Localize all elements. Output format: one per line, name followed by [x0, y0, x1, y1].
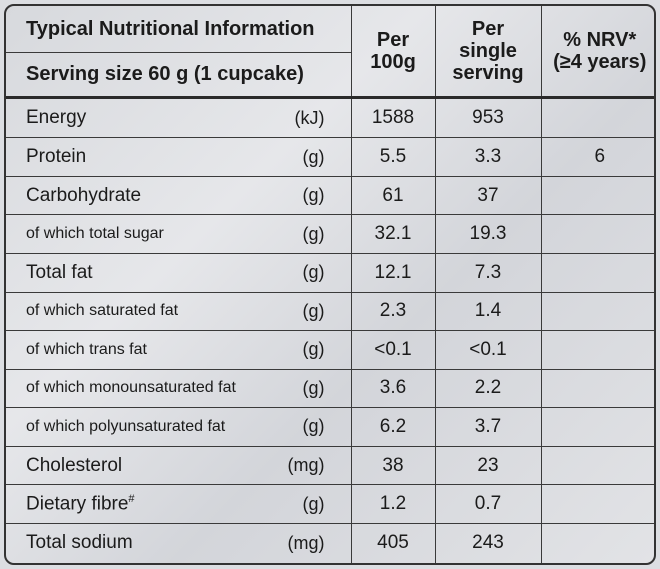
value-nrv — [540, 97, 654, 139]
nutrient-name: Total fat — [6, 253, 271, 293]
value-per-100g: 3.6 — [350, 368, 436, 409]
nutrient-unit: (g) — [271, 407, 352, 447]
table-row: of which polyunsaturated fat (g) 6.2 3.7 — [6, 407, 654, 447]
value-per-100g: 5.5 — [350, 137, 436, 177]
value-per-serving: 953 — [434, 97, 542, 139]
value-per-serving: 3.7 — [434, 407, 542, 447]
nutrient-unit: (g) — [271, 137, 352, 177]
value-per-100g: 405 — [350, 522, 436, 563]
nutrient-name: Carbohydrate — [6, 175, 271, 216]
value-per-serving: 19.3 — [434, 214, 542, 255]
value-nrv: 6 — [540, 137, 654, 177]
value-nrv — [540, 445, 654, 486]
nutrient-name: of which polyunsaturated fat — [6, 407, 271, 447]
value-nrv — [540, 291, 654, 332]
table-title: Typical Nutritional Information — [6, 6, 352, 54]
value-per-100g: 12.1 — [350, 253, 436, 293]
value-per-serving: 243 — [434, 522, 542, 563]
nutrient-unit: (mg) — [271, 445, 352, 486]
value-per-serving: 23 — [434, 445, 542, 486]
nutrient-name: Total sodium — [6, 522, 271, 563]
nutrient-name: of which saturated fat — [6, 291, 271, 332]
nutrition-table: Typical Nutritional Information Per 100g … — [6, 6, 654, 563]
value-per-100g: 6.2 — [350, 407, 436, 447]
nutrient-unit: (g) — [271, 291, 352, 332]
nutrient-name: Energy — [6, 97, 271, 139]
value-per-serving: 3.3 — [434, 137, 542, 177]
nutrient-name: of which monounsaturated fat — [6, 368, 271, 409]
table-row: Total fat (g) 12.1 7.3 — [6, 253, 654, 293]
table-row: Total sodium (mg) 405 243 — [6, 522, 654, 563]
value-per-serving: 0.7 — [434, 484, 542, 524]
footnote-mark: # — [128, 492, 135, 505]
value-per-serving: <0.1 — [434, 330, 542, 370]
value-per-serving: 7.3 — [434, 253, 542, 293]
nutrient-name: Cholesterol — [6, 445, 271, 486]
value-nrv — [540, 484, 654, 524]
value-nrv — [540, 368, 654, 409]
value-per-100g: 2.3 — [350, 291, 436, 332]
table-row: Carbohydrate (g) 61 37 — [6, 175, 654, 216]
column-header-per-100g: Per 100g — [350, 6, 436, 99]
value-nrv — [540, 214, 654, 255]
value-per-serving: 1.4 — [434, 291, 542, 332]
serving-size: Serving size 60 g (1 cupcake) — [6, 52, 351, 99]
value-per-100g: 1588 — [350, 97, 436, 139]
nutrient-unit: (mg) — [271, 522, 352, 563]
value-nrv — [540, 253, 654, 293]
table-row: of which total sugar (g) 32.1 19.3 — [6, 214, 654, 255]
nutrient-name: of which trans fat — [6, 330, 271, 370]
table-row: Dietary fibre# (g) 1.2 0.7 — [6, 484, 654, 524]
value-per-100g: 38 — [350, 445, 436, 486]
nutrient-unit: (g) — [271, 175, 352, 216]
nutrient-unit: (kJ) — [271, 97, 352, 139]
column-header-nrv: % NRV* (≥4 years) — [540, 6, 654, 99]
table-row: Cholesterol (mg) 38 23 — [6, 445, 654, 486]
value-nrv — [540, 175, 654, 216]
value-per-100g: 1.2 — [350, 484, 436, 524]
nutrient-unit: (g) — [271, 368, 352, 409]
value-nrv — [540, 522, 654, 563]
table-row: of which saturated fat (g) 2.3 1.4 — [6, 291, 654, 332]
value-per-serving: 2.2 — [434, 368, 542, 409]
nutrient-unit: (g) — [271, 484, 352, 524]
value-per-100g: <0.1 — [350, 330, 436, 370]
table-row: of which trans fat (g) <0.1 <0.1 — [6, 330, 654, 370]
value-nrv — [540, 330, 654, 370]
value-per-serving: 37 — [434, 175, 542, 216]
value-per-100g: 61 — [350, 175, 436, 216]
nutrient-name: Dietary fibre# — [6, 484, 271, 524]
nutrient-name: of which total sugar — [6, 214, 271, 255]
column-header-per-serving: Per single serving — [434, 6, 542, 99]
table-row: Protein (g) 5.5 3.3 6 — [6, 137, 654, 177]
value-per-100g: 32.1 — [350, 214, 436, 255]
nutrient-unit: (g) — [271, 330, 352, 370]
nutrient-name: Protein — [6, 137, 271, 177]
table-row: of which monounsaturated fat (g) 3.6 2.2 — [6, 368, 654, 409]
value-nrv — [540, 407, 654, 447]
nutrition-panel: Typical Nutritional Information Per 100g … — [4, 4, 656, 565]
nutrient-unit: (g) — [271, 253, 352, 293]
table-row: Energy (kJ) 1588 953 — [6, 97, 654, 139]
nutrient-unit: (g) — [271, 214, 352, 255]
